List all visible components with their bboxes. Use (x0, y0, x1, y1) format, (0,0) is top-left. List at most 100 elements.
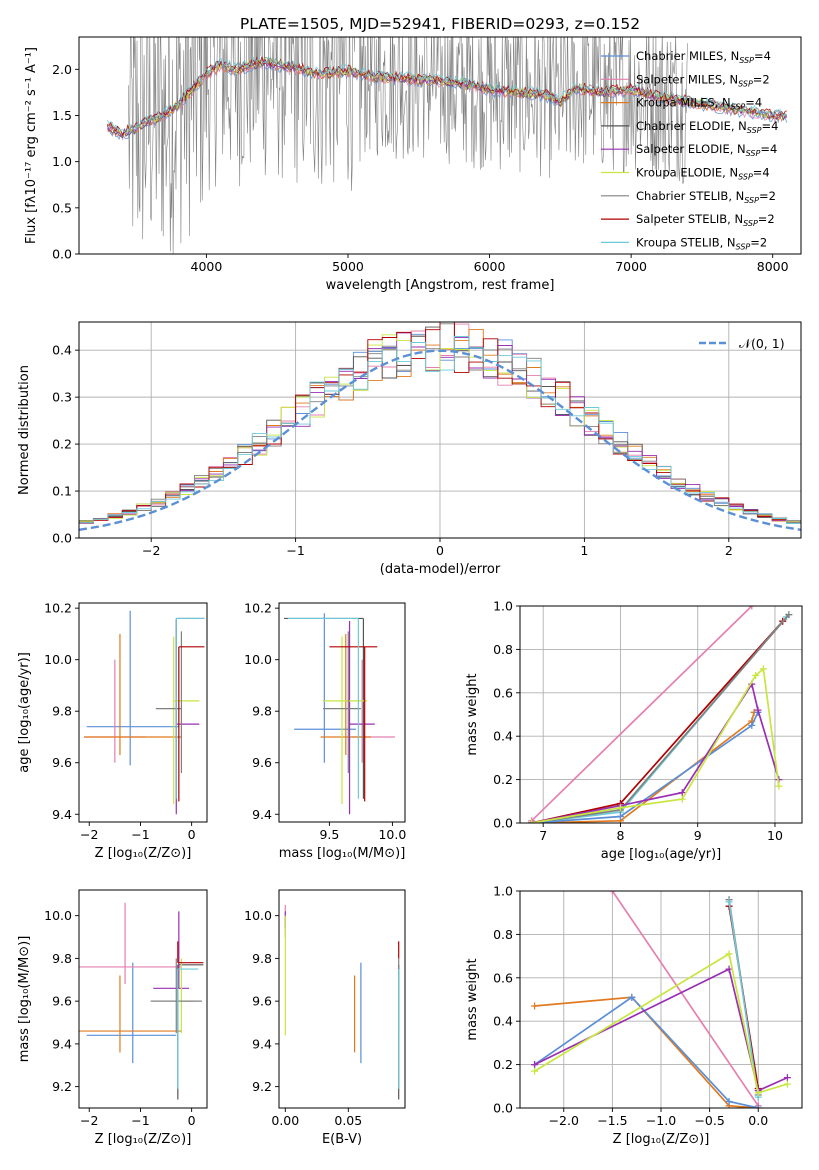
axes-frame (78, 889, 208, 1109)
y-tick-label: 0.0 (493, 816, 513, 831)
x-tick-label: 10 (767, 828, 783, 843)
legend: Chabrier MILES, NSSP=4 Salpeter MILES, NS… (601, 49, 778, 251)
plot-area (79, 902, 204, 1100)
mass-weight-series-line (531, 711, 759, 823)
legend-label: Kroupa STELIB, NSSP=2 (636, 235, 767, 251)
y-tick-label: 0.6 (493, 685, 513, 700)
x-tick-label: 0.00 (271, 1113, 299, 1128)
axes: 9.5 10.0 9.4 9.6 9.8 10.0 10.2 mass [log₁₀(M/M⊙… (244, 601, 406, 861)
x-tick-label: 0 (188, 1113, 196, 1128)
y-tick-label: 9.6 (52, 755, 72, 770)
mass-weight-point-marker (725, 1097, 733, 1105)
x-tick-label: 7000 (615, 259, 647, 274)
y-tick-label: 10.0 (44, 908, 72, 923)
mass-weight-point-marker (531, 1067, 539, 1075)
age-vs-metallicity-panel: −2 −1 0 9.4 9.6 9.8 10.0 10.2 Z [log₁₀(Z/Z⊙)] age… (17, 601, 208, 861)
x-tick-label: −1.0 (646, 1113, 676, 1128)
mass-weight-point-marker (528, 819, 536, 823)
mass-vs-metallicity-panel: −2 −1 0 9.2 9.4 9.6 9.8 10.0 Z [log₁₀(Z/Z⊙)] mass… (17, 889, 208, 1147)
x-axis-label: mass [log₁₀(M/M⊙)] (279, 846, 406, 861)
mass-vs-ebv-panel: 0.00 0.05 9.2 9.4 9.6 9.8 10.0 E(B-V) (244, 889, 406, 1147)
x-tick-label: 8000 (757, 259, 789, 274)
y-tick-label: 9.6 (252, 755, 272, 770)
legend-label: Kroupa MILES, NSSP=4 (636, 96, 762, 112)
y-tick-label: 10.0 (44, 652, 72, 667)
plot-area (531, 891, 791, 1108)
y-tick-label: 0.0 (493, 1101, 513, 1116)
y-tick-label: 0.4 (493, 729, 513, 744)
mass-weight-vs-metallicity-panel: −2.0 −1.5 −1.0 −0.5 0.0 0.0 0.2 0.4 0.6 0.8 1.0 Z [… (465, 884, 803, 1147)
model-spectrum-line (106, 55, 787, 135)
y-axis-label: Normed distribution (17, 365, 32, 495)
mass-weight-point-marker (678, 789, 686, 797)
x-tick-label: 6000 (474, 259, 506, 274)
legend-label: Salpeter MILES, NSSP=2 (636, 72, 770, 88)
y-tick-label: 0.8 (493, 927, 513, 942)
figure-title: PLATE=1505, MJD=52941, FIBERID=0293, z=0… (240, 15, 640, 33)
x-tick-label: 0.0 (748, 1113, 768, 1128)
mass-weight-series-line (531, 681, 780, 823)
legend-label: Salpeter ELODIE, NSSP=4 (636, 142, 777, 158)
axes: 0.00 0.05 9.2 9.4 9.6 9.8 10.0 E(B-V) (244, 889, 406, 1147)
x-axis-label: Z [log₁₀(Z/Z⊙)] (95, 1132, 192, 1147)
x-tick-label: 4000 (191, 259, 223, 274)
axes-frame (78, 36, 802, 255)
axes: 7 8 9 10 0.0 0.2 0.4 0.6 0.8 1.0 age [log₁₀(age/yr… (465, 599, 803, 862)
y-tick-label: 0.3 (52, 390, 72, 405)
plot-area (79, 322, 801, 531)
y-tick-label: 1.0 (52, 154, 72, 169)
y-tick-label: 9.8 (252, 951, 272, 966)
y-tick-label: 9.2 (52, 1079, 72, 1094)
axes-frame (519, 605, 803, 824)
axes-frame (278, 602, 406, 823)
mass-weight-point-marker (616, 804, 624, 812)
legend-label: Salpeter STELIB, NSSP=2 (636, 212, 775, 228)
mass-weight-point-marker (754, 1104, 762, 1108)
x-tick-label: 0.05 (334, 1113, 362, 1128)
axes-frame (519, 890, 803, 1109)
x-tick-label: 7 (539, 828, 547, 843)
mass-weight-point-marker (785, 611, 793, 619)
x-axis-label: age [log₁₀(age/yr)] (601, 847, 722, 862)
mass-weight-series-line (534, 952, 788, 1094)
x-axis-label: (data-model)/error (380, 562, 501, 577)
spectrum-panel: 4000 5000 6000 7000 8000 0.0 0.5 1.0 1.5 2.0 wavel… (24, 36, 802, 293)
y-tick-label: 0.4 (52, 343, 72, 358)
x-axis-label: Z [log₁₀(Z/Z⊙)] (95, 846, 192, 861)
axes: −2 −1 0 9.2 9.4 9.6 9.8 10.0 Z [log₁₀(Z/Z⊙)] mass… (17, 889, 208, 1147)
legend: 𝒩(0, 1) (699, 336, 785, 351)
x-tick-label: 5000 (332, 259, 364, 274)
legend-label: Chabrier MILES, NSSP=4 (636, 49, 771, 65)
mass-weight-point-marker (754, 1089, 762, 1097)
axes: 4000 5000 6000 7000 8000 0.0 0.5 1.0 1.5 2.0 wavel… (24, 36, 802, 293)
y-tick-label: 0.2 (493, 772, 513, 787)
x-tick-label: −2.0 (549, 1113, 579, 1128)
x-tick-label: 9.5 (319, 827, 339, 842)
y-tick-label: 9.6 (52, 994, 72, 1009)
y-tick-label: 0.6 (493, 970, 513, 985)
grid (520, 890, 802, 1109)
y-tick-label: 0.0 (52, 247, 72, 262)
mass-weight-point-marker (725, 965, 733, 973)
age-vs-mass-panel: 9.5 10.0 9.4 9.6 9.8 10.0 10.2 mass [log₁₀(M/M⊙… (244, 601, 406, 861)
y-tick-label: 9.8 (252, 704, 272, 719)
x-tick-label: −1 (286, 543, 304, 558)
y-axis-label: mass weight (465, 958, 480, 1040)
mass-weight-point-marker (783, 1080, 791, 1088)
mass-weight-series-line (611, 891, 759, 1107)
gaussian-reference-curve (79, 349, 801, 531)
axes-frame (278, 889, 406, 1109)
x-tick-label: 1 (580, 543, 588, 558)
y-tick-label: 0.0 (52, 531, 72, 546)
x-tick-label: −1 (131, 1113, 149, 1128)
y-tick-label: 10.2 (244, 601, 272, 616)
y-tick-label: 0.5 (52, 200, 72, 215)
mass-weight-series-line (531, 667, 780, 823)
mass-weight-point-marker (752, 671, 760, 679)
model-spectrum-line (107, 56, 787, 137)
axes-frame (78, 602, 208, 823)
plot-area (106, 37, 788, 254)
axes-frame (78, 321, 802, 539)
x-tick-label: −2 (80, 827, 98, 842)
mass-weight-vs-age-panel: 7 8 9 10 0.0 0.2 0.4 0.6 0.8 1.0 age [log₁₀(age/yr… (465, 599, 803, 862)
